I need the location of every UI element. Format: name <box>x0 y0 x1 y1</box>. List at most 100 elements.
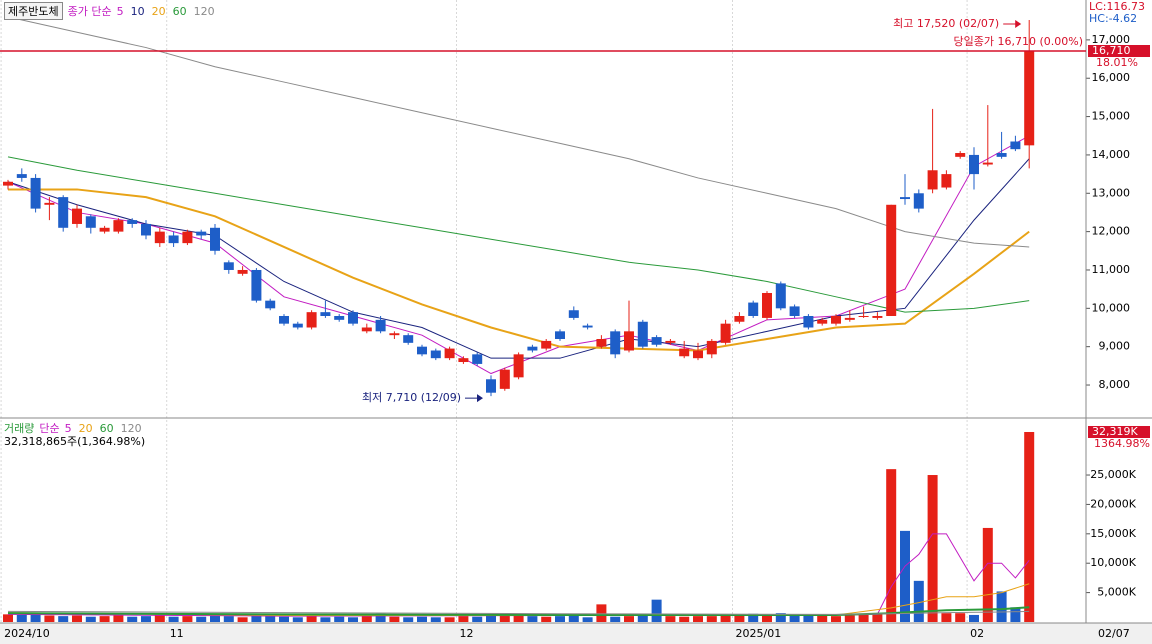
candle-body <box>361 327 372 332</box>
volume-bar <box>568 615 579 622</box>
x-tick-label: 11 <box>170 627 184 640</box>
moving-average <box>7 16 1030 248</box>
candle-body <box>693 350 703 359</box>
volume-bar <box>982 527 993 622</box>
candle-body <box>679 348 690 357</box>
volume-bar <box>223 616 234 622</box>
candle-body <box>499 369 510 389</box>
volume-bar <box>44 615 55 622</box>
x-tick-label: 02 <box>970 627 984 640</box>
volume-bar <box>955 613 966 622</box>
candle-body <box>1010 141 1021 150</box>
volume-bar <box>913 580 924 622</box>
volume-bar <box>941 613 952 622</box>
candle-body <box>844 317 855 320</box>
candle-body <box>706 340 717 355</box>
volume-bar <box>72 615 82 622</box>
candle-body <box>99 227 110 232</box>
candle-body <box>44 202 55 205</box>
candle-body <box>955 153 966 157</box>
volume-bar <box>900 530 910 622</box>
moving-average <box>8 188 1030 352</box>
volume-bar <box>541 616 552 622</box>
date-axis-bg <box>0 623 1152 644</box>
volume-info: 32,318,865주(1,364.98%) <box>4 433 145 449</box>
candle-body <box>458 358 469 363</box>
price-tag-label: 16,710 <box>1092 44 1131 57</box>
candle-body <box>720 323 731 343</box>
moving-average <box>7 610 1030 615</box>
volume-tag <box>1088 425 1150 438</box>
volume-bar <box>417 616 427 622</box>
candle-body <box>748 302 759 316</box>
volume-ratio: 1364.98% <box>1094 437 1150 450</box>
price-tag <box>1088 45 1150 58</box>
y-tick-label: 9,000 <box>1099 340 1131 353</box>
candle-body <box>775 283 786 309</box>
volume-bar <box>555 616 565 622</box>
candle-body <box>541 340 552 349</box>
volume-bar <box>403 617 414 622</box>
volume-bar <box>844 615 855 622</box>
volume-bar <box>3 614 13 622</box>
volume-bar <box>127 616 138 622</box>
volume-bar <box>720 614 731 622</box>
candle-body <box>334 315 345 320</box>
volume-bar <box>665 616 676 622</box>
volume-bar <box>927 475 938 622</box>
candle-body <box>803 315 814 328</box>
volume-bar <box>886 469 897 622</box>
candle-body <box>237 269 248 274</box>
candle-body <box>168 235 179 244</box>
candle-body <box>430 350 441 359</box>
x-tick-label: 12 <box>460 627 474 640</box>
y-tick-label: 11,000 <box>1092 263 1131 276</box>
stock-name[interactable]: 제주반도체 <box>4 2 63 20</box>
legend-label: 단순 <box>39 422 60 435</box>
volume-bar <box>610 616 621 622</box>
volume-tag-label: 32,319K <box>1092 425 1138 438</box>
volume-bar <box>789 614 800 622</box>
volume-bar <box>513 614 524 622</box>
legend-label: 종가 단순 <box>67 5 112 18</box>
volume-bar <box>775 613 786 622</box>
volume-bar <box>30 613 41 622</box>
moving-average <box>7 158 1030 359</box>
volume-bar <box>182 616 193 622</box>
candle-body <box>1024 51 1035 146</box>
legend-entry: 120 <box>120 421 142 435</box>
volume-bar <box>693 616 703 622</box>
y-tick-label: 14,000 <box>1092 148 1131 161</box>
volume-bar <box>251 614 262 622</box>
candle-body <box>596 339 607 347</box>
candle-body <box>306 312 317 328</box>
volume-bar <box>320 617 331 622</box>
volume-bar <box>762 614 772 622</box>
legend: 5 20 60 120 <box>65 422 142 435</box>
candle-body <box>651 337 662 345</box>
volume-bar <box>996 591 1007 622</box>
candle-body <box>141 223 151 236</box>
candle-body <box>279 315 289 324</box>
volume-header: 거래량 단순 5 20 60 120 <box>4 420 142 436</box>
volume-bar <box>375 613 386 622</box>
volume-bar <box>858 614 869 622</box>
volume-bar <box>113 615 124 622</box>
candle-body <box>789 306 800 316</box>
candle-body <box>265 300 276 309</box>
candle-body <box>72 208 82 224</box>
candle-body <box>886 204 897 316</box>
y-tick-label: 13,000 <box>1092 186 1131 199</box>
volume-bar <box>168 616 179 622</box>
volume-bar <box>16 614 27 622</box>
candle-body <box>417 346 427 355</box>
last-date: 02/07 <box>1098 627 1130 640</box>
candle-body <box>831 315 841 324</box>
legend-entry: 5 <box>64 421 72 435</box>
volume-bar <box>734 614 745 622</box>
arrow-head <box>477 394 483 403</box>
y-tick-label: 15,000 <box>1092 110 1131 123</box>
candle-body <box>444 348 455 359</box>
